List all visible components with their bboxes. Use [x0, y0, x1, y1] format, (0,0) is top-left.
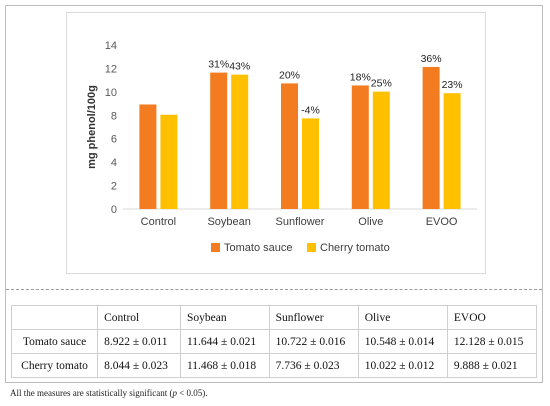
table-cell: 8.044 ± 0.023 — [97, 353, 181, 378]
bar-tomato-sauce — [422, 66, 440, 209]
bar-cherry-tomato — [231, 74, 249, 209]
data-label: 36% — [421, 53, 442, 65]
y-tick-label: 2 — [111, 181, 117, 193]
x-tick-label: Soybean — [207, 216, 250, 228]
chart-area: 0 2 4 6 8 10 12 14 mg phenol/100g Control Soybean 3… — [66, 12, 486, 274]
table-row: Tomato sauce 8.922 ± 0.011 11.644 ± 0.02… — [10, 329, 538, 354]
table-cell: 8.922 ± 0.011 — [97, 329, 181, 354]
x-tick-label: Olive — [358, 216, 383, 228]
bar-cherry-tomato — [302, 118, 319, 209]
figure-frame: 0 2 4 6 8 10 12 14 mg phenol/100g Control Soybean 3… — [5, 5, 543, 383]
data-label: 31% — [208, 59, 229, 71]
table-header-cell: Soybean — [179, 305, 270, 330]
table-header-cell: Control — [97, 305, 181, 330]
data-label: 25% — [371, 78, 392, 90]
table-row-label: Tomato sauce — [10, 329, 99, 354]
bar-tomato-sauce — [139, 104, 157, 209]
bar-tomato-sauce — [210, 72, 228, 209]
bar-tomato-sauce — [281, 83, 298, 209]
legend-label: Cherry tomato — [320, 242, 390, 254]
bar-tomato-sauce — [351, 85, 369, 209]
table-header-cell: EVOO — [446, 305, 538, 330]
y-tick-label: 0 — [111, 204, 117, 216]
y-tick-label: 6 — [111, 134, 117, 146]
table-cell: 10.022 ± 0.012 — [357, 353, 448, 378]
table-cell: 12.128 ± 0.015 — [446, 329, 538, 354]
y-tick-label: 12 — [105, 63, 117, 75]
table-cell: 11.644 ± 0.021 — [179, 329, 270, 354]
legend-swatch — [211, 243, 220, 252]
footnote-text-before: All the measures are statistically signi… — [10, 388, 173, 398]
bar-cherry-tomato — [372, 91, 390, 209]
x-tick-label: Control — [141, 216, 176, 228]
separator-line — [6, 289, 542, 290]
y-tick-label: 10 — [105, 87, 117, 99]
x-tick-label: Sunflower — [276, 216, 325, 228]
y-tick-label: 8 — [111, 110, 117, 122]
data-table: Control Soybean Sunflower Olive EVOO Tom… — [10, 305, 538, 378]
bar-cherry-tomato — [160, 114, 178, 209]
table-header-cell — [10, 305, 99, 330]
table-cell: 9.888 ± 0.021 — [446, 353, 538, 378]
data-label: 23% — [442, 79, 463, 91]
table-cell: 11.468 ± 0.018 — [179, 353, 270, 378]
footnote: All the measures are statistically signi… — [10, 388, 208, 398]
data-label: 20% — [279, 69, 300, 81]
bar-cherry-tomato — [443, 93, 461, 209]
table-cell: 10.548 ± 0.014 — [357, 329, 448, 354]
table-header-row: Control Soybean Sunflower Olive EVOO — [10, 305, 538, 330]
y-tick-label: 14 — [105, 40, 117, 52]
y-axis-label: mg phenol/100g — [86, 85, 98, 169]
data-label: 43% — [229, 61, 250, 73]
data-label: 18% — [350, 71, 371, 83]
table-row-label: Cherry tomato — [10, 353, 99, 378]
table-cell: 10.722 ± 0.016 — [268, 329, 359, 354]
data-label: -4% — [301, 104, 320, 116]
footnote-p-symbol: p — [172, 388, 177, 398]
legend-swatch — [307, 243, 316, 252]
table-cell: 7.736 ± 0.023 — [268, 353, 359, 378]
y-tick-label: 4 — [111, 157, 117, 169]
table-header-cell: Sunflower — [268, 305, 359, 330]
footnote-text-after: < 0.05). — [176, 388, 208, 398]
table-row: Cherry tomato 8.044 ± 0.023 11.468 ± 0.0… — [10, 353, 538, 378]
x-tick-label: EVOO — [426, 216, 458, 228]
legend-label: Tomato sauce — [224, 242, 292, 254]
bar-chart: 0 2 4 6 8 10 12 14 mg phenol/100g Control Soybean 3… — [86, 40, 477, 254]
table-header-cell: Olive — [357, 305, 448, 330]
